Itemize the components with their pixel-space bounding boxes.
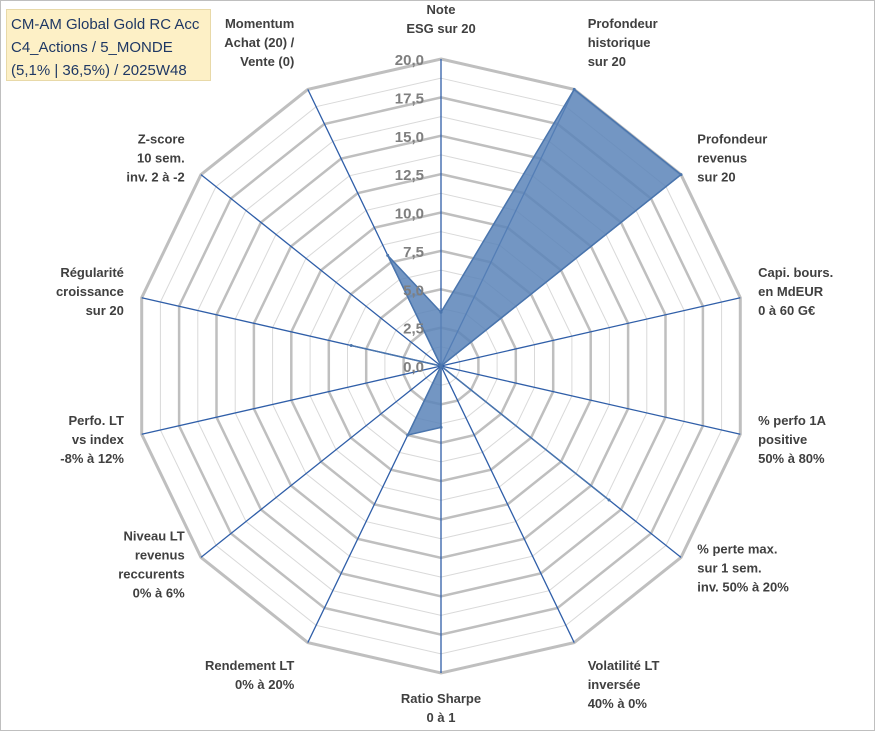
tick-label: 0,0 (403, 359, 424, 376)
tick-label: 17,5 (395, 90, 424, 107)
axis-label-line: -8% à 12% (60, 451, 124, 466)
axis-label-line: 10 sem. (137, 150, 185, 165)
axis-spoke (141, 365, 442, 435)
data-point (679, 173, 683, 177)
axis-label: Z-score 10 sem. inv. 2 à -2 (126, 131, 184, 184)
axis-label-line: Note (427, 2, 456, 17)
data-point (349, 344, 353, 347)
tick-label: 7,5 (403, 244, 424, 261)
axis-label-line: sur 20 (697, 169, 735, 184)
axis-label-line: Ratio Sharpe (401, 691, 481, 706)
axis-label-line: revenus (135, 547, 185, 562)
axis-label: Niveau LT revenus reccurents 0% à 6% (118, 528, 185, 600)
axis-label-line: 0% à 20% (235, 677, 295, 692)
axis-label-line: 40% à 0% (588, 696, 648, 711)
axis-label-line: Perfo. LT (69, 413, 124, 428)
chart-title-box: CM-AM Global Gold RC Acc C4_Actions / 5_… (6, 9, 211, 81)
tick-label: 10,0 (395, 206, 424, 223)
axis-label-line: 0 à 1 (427, 710, 456, 725)
axis-label: Rendement LT 0% à 20% (205, 658, 295, 692)
axis-label-line: sur 1 sem. (697, 560, 761, 575)
axis-label: % perte max. sur 1 sem. inv. 50% à 20% (697, 541, 789, 594)
axis-label-line: Z-score (138, 131, 185, 146)
axis-label-line: ESG sur 20 (406, 21, 475, 36)
axis-label-line: inv. 50% à 20% (697, 579, 789, 594)
axis-label: Note ESG sur 20 (406, 2, 475, 36)
axis-label: Volatilité LT inversée 40% à 0% (588, 658, 660, 711)
axis-label-line: Vente (0) (240, 54, 294, 69)
axis-label-line: Profondeur (697, 131, 767, 146)
axis-spoke (440, 297, 741, 367)
axis-label-line: inv. 2 à -2 (126, 169, 184, 184)
axis-label: Régularité croissance sur 20 (56, 265, 124, 318)
axis-label-line: historique (588, 35, 651, 50)
data-point (572, 87, 576, 91)
axis-label-line: revenus (697, 150, 747, 165)
axis-label: Momentum Achat (20) / Vente (0) (224, 16, 294, 69)
tick-label: 15,0 (395, 129, 424, 146)
axis-label-line: reccurents (118, 566, 184, 581)
axis-label-line: inversée (588, 677, 641, 692)
tick-label: 20,0 (395, 52, 424, 69)
data-point (386, 253, 390, 257)
axis-spoke (200, 174, 442, 367)
axis-spoke (440, 365, 575, 643)
data-point (607, 498, 611, 502)
axis-label: Ratio Sharpe 0 à 1 (401, 691, 481, 725)
axis-label-line: vs index (72, 432, 125, 447)
data-point (439, 425, 443, 429)
title-line-3: (5,1% | 36,5%) / 2025W48 (11, 62, 187, 79)
axis-label-line: croissance (56, 284, 124, 299)
axis-label-line: 50% à 80% (758, 451, 825, 466)
axis-label-line: 0 à 60 G€ (758, 303, 815, 318)
axis-label-line: Régularité (60, 265, 124, 280)
axis-label-line: Capi. bours. (758, 265, 833, 280)
axis-label-line: % perfo 1A (758, 413, 827, 428)
axis-label-line: Achat (20) / (224, 35, 294, 50)
axis-label-line: % perte max. (697, 541, 777, 556)
tick-label: 5,0 (403, 282, 424, 299)
axis-label: Profondeur historique sur 20 (588, 16, 658, 69)
axis-label: Profondeur revenus sur 20 (697, 131, 767, 184)
axis-label-line: 0% à 6% (133, 585, 185, 600)
axis-label-line: en MdEUR (758, 284, 824, 299)
axis-spoke (200, 365, 442, 558)
axis-label-line: Profondeur (588, 16, 658, 31)
axis-label: Perfo. LT vs index -8% à 12% (60, 413, 124, 466)
axis-label: Capi. bours. en MdEUR 0 à 60 G€ (758, 265, 833, 318)
axis-label-line: sur 20 (588, 54, 626, 69)
title-line-1: CM-AM Global Gold RC Acc (11, 16, 200, 33)
axis-label-line: sur 20 (86, 303, 124, 318)
tick-label: 12,5 (395, 167, 424, 184)
axis-label-line: Momentum (225, 16, 294, 31)
data-point (406, 433, 410, 437)
data-point (439, 310, 443, 314)
axis-label-line: Niveau LT (124, 528, 185, 543)
data-point (439, 364, 443, 368)
axis-spoke (440, 365, 741, 435)
axis-label-line: Volatilité LT (588, 658, 660, 673)
title-line-2: C4_Actions / 5_MONDE (11, 39, 173, 56)
axis-label-line: positive (758, 432, 807, 447)
axis-label: % perfo 1A positive 50% à 80% (758, 413, 827, 466)
data-series-area (351, 88, 683, 501)
tick-label: 2,5 (403, 321, 424, 338)
axis-label-line: Rendement LT (205, 658, 294, 673)
